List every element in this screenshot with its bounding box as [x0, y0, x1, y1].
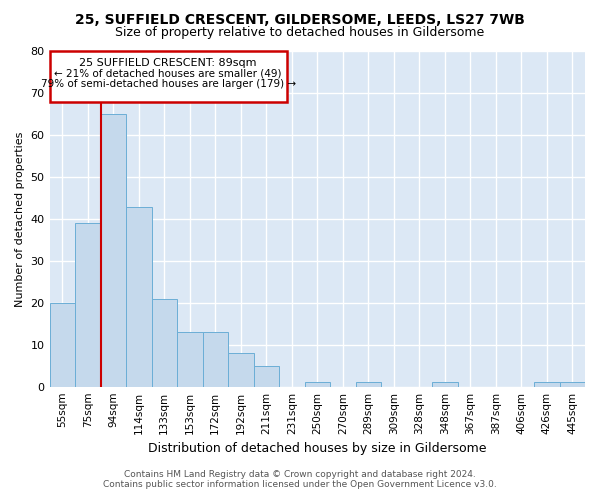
Text: ← 21% of detached houses are smaller (49): ← 21% of detached houses are smaller (49…: [55, 68, 282, 78]
Bar: [203, 332, 228, 386]
Bar: [254, 366, 279, 386]
Bar: [177, 332, 203, 386]
FancyBboxPatch shape: [50, 52, 287, 102]
Text: Size of property relative to detached houses in Gildersome: Size of property relative to detached ho…: [115, 26, 485, 39]
Text: 79% of semi-detached houses are larger (179) →: 79% of semi-detached houses are larger (…: [41, 78, 296, 88]
Bar: [152, 298, 177, 386]
X-axis label: Distribution of detached houses by size in Gildersome: Distribution of detached houses by size …: [148, 442, 487, 455]
Text: Contains HM Land Registry data © Crown copyright and database right 2024.
Contai: Contains HM Land Registry data © Crown c…: [103, 470, 497, 489]
Text: 25, SUFFIELD CRESCENT, GILDERSOME, LEEDS, LS27 7WB: 25, SUFFIELD CRESCENT, GILDERSOME, LEEDS…: [75, 12, 525, 26]
Text: 25 SUFFIELD CRESCENT: 89sqm: 25 SUFFIELD CRESCENT: 89sqm: [79, 58, 257, 68]
Bar: [560, 382, 585, 386]
Bar: [75, 224, 101, 386]
Bar: [101, 114, 126, 386]
Bar: [432, 382, 458, 386]
Bar: [126, 206, 152, 386]
Bar: [305, 382, 330, 386]
Bar: [534, 382, 560, 386]
Bar: [356, 382, 381, 386]
Bar: [50, 303, 75, 386]
Y-axis label: Number of detached properties: Number of detached properties: [15, 132, 25, 307]
Bar: [228, 353, 254, 386]
